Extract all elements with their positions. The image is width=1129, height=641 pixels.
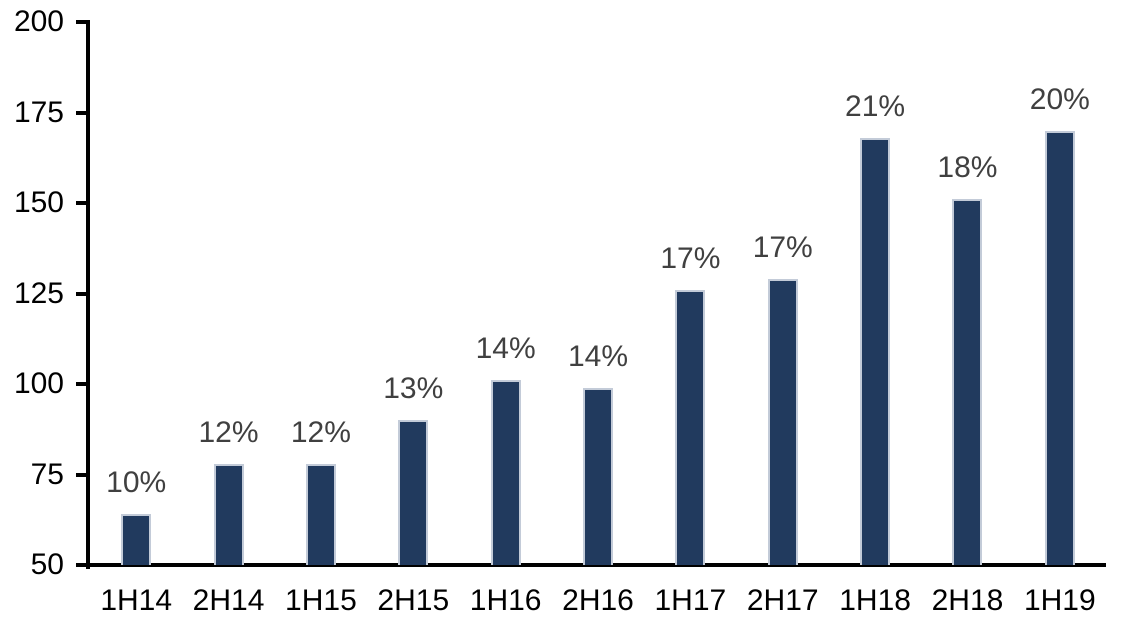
y-tick-mark [76,20,86,24]
bar-value-label: 14% [567,339,629,373]
x-category-label: 1H14 [100,584,173,617]
y-tick-mark [76,472,86,477]
x-category-label: 1H18 [839,584,911,617]
x-category-label: 2H15 [377,584,450,617]
x-category-label: 1H17 [654,584,727,617]
bar-value-label: 21% [845,89,906,123]
y-tick-mark [76,201,86,205]
y-tick-mark [76,291,86,296]
bar-value-label: 17% [660,241,721,275]
y-tick-label: 100 [13,367,64,400]
y-tick-mark [76,563,86,567]
x-category-label: 2H17 [746,584,819,617]
y-tick-mark [76,110,86,115]
y-tick-label: 200 [13,5,64,38]
bar [952,199,983,565]
y-tick-label: 175 [13,95,64,129]
x-category-label: 1H19 [1023,584,1096,617]
x-category-label: 1H16 [469,584,542,617]
bar [305,463,336,565]
bar-value-label: 12% [198,415,259,449]
bar-value-label: 13% [383,372,444,406]
bar-value-label: 17% [752,231,813,265]
bar [121,514,152,565]
y-tick-label: 150 [13,186,64,219]
y-axis-line [86,20,90,569]
y-tick-label: 125 [13,276,64,310]
bar [860,137,891,565]
bar [490,380,521,565]
bar [1044,130,1075,565]
y-tick-label: 50 [30,548,64,581]
bar [398,420,429,565]
x-category-label: 2H18 [931,584,1004,617]
bar [767,279,798,565]
x-axis-line [86,563,1106,567]
bar [675,289,706,565]
bar [213,463,244,565]
x-category-label: 1H15 [285,584,357,617]
bar-value-label: 14% [475,332,536,366]
x-category-label: 2H16 [562,584,634,617]
bar [583,387,613,565]
bar-value-label: 20% [1029,82,1090,116]
y-tick-mark [76,382,86,386]
bar-value-label: 12% [290,415,351,449]
y-tick-label: 75 [30,457,64,491]
bar-value-label: 10% [106,466,167,500]
bar-value-label: 18% [937,151,998,185]
x-category-label: 2H14 [192,584,265,617]
